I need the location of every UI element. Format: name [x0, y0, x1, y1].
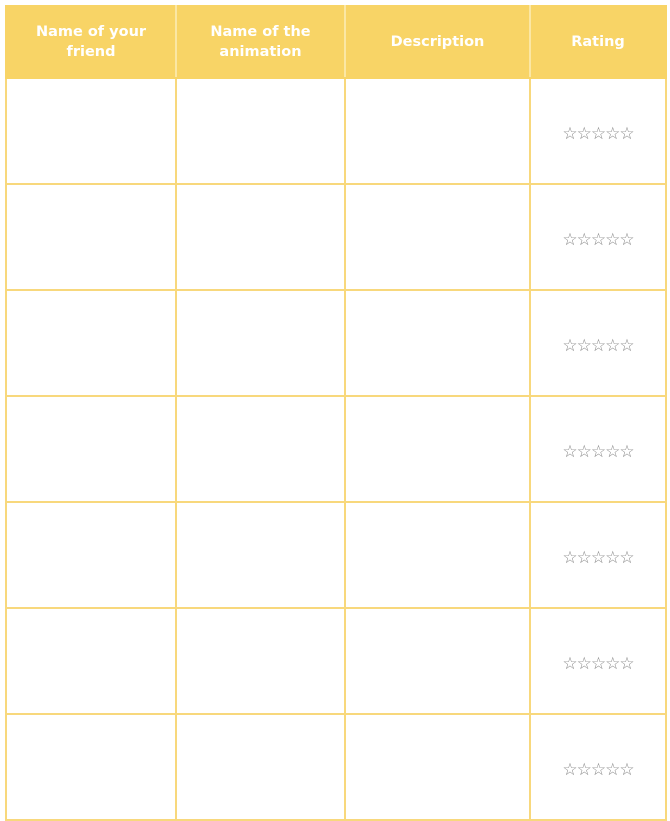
- header-description: Description: [344, 5, 531, 79]
- table-row: ☆☆☆☆☆: [5, 713, 667, 821]
- rating-cell[interactable]: ☆☆☆☆☆: [529, 607, 667, 715]
- description-cell[interactable]: [344, 607, 531, 715]
- animation-name-cell[interactable]: [175, 607, 346, 715]
- description-cell[interactable]: [344, 501, 531, 609]
- star-rating-icon[interactable]: ☆☆☆☆☆: [562, 654, 634, 674]
- animation-name-cell[interactable]: [175, 77, 346, 185]
- friend-name-cell[interactable]: [5, 183, 177, 291]
- animation-name-cell[interactable]: [175, 395, 346, 503]
- description-cell[interactable]: [344, 395, 531, 503]
- rating-cell[interactable]: ☆☆☆☆☆: [529, 289, 667, 397]
- rating-cell[interactable]: ☆☆☆☆☆: [529, 713, 667, 821]
- animation-rating-table: Name of your friend Name of the animatio…: [5, 5, 667, 821]
- friend-name-cell[interactable]: [5, 713, 177, 821]
- rating-cell[interactable]: ☆☆☆☆☆: [529, 501, 667, 609]
- animation-name-cell[interactable]: [175, 289, 346, 397]
- animation-name-cell[interactable]: [175, 501, 346, 609]
- description-cell[interactable]: [344, 77, 531, 185]
- animation-name-cell[interactable]: [175, 713, 346, 821]
- header-animation-name: Name of the animation: [175, 5, 346, 79]
- star-rating-icon[interactable]: ☆☆☆☆☆: [562, 230, 634, 250]
- friend-name-cell[interactable]: [5, 501, 177, 609]
- table-row: ☆☆☆☆☆: [5, 289, 667, 397]
- rating-cell[interactable]: ☆☆☆☆☆: [529, 183, 667, 291]
- friend-name-cell[interactable]: [5, 607, 177, 715]
- header-friend-name: Name of your friend: [5, 5, 177, 79]
- description-cell[interactable]: [344, 713, 531, 821]
- header-rating: Rating: [529, 5, 667, 79]
- friend-name-cell[interactable]: [5, 77, 177, 185]
- table-row: ☆☆☆☆☆: [5, 607, 667, 715]
- animation-name-cell[interactable]: [175, 183, 346, 291]
- rating-cell[interactable]: ☆☆☆☆☆: [529, 77, 667, 185]
- rating-worksheet: Name of your friend Name of the animatio…: [5, 5, 667, 821]
- friend-name-cell[interactable]: [5, 395, 177, 503]
- description-cell[interactable]: [344, 289, 531, 397]
- table-row: ☆☆☆☆☆: [5, 501, 667, 609]
- friend-name-cell[interactable]: [5, 289, 177, 397]
- rating-cell[interactable]: ☆☆☆☆☆: [529, 395, 667, 503]
- table-row: ☆☆☆☆☆: [5, 77, 667, 185]
- star-rating-icon[interactable]: ☆☆☆☆☆: [562, 124, 634, 144]
- star-rating-icon[interactable]: ☆☆☆☆☆: [562, 548, 634, 568]
- table-row: ☆☆☆☆☆: [5, 183, 667, 291]
- star-rating-icon[interactable]: ☆☆☆☆☆: [562, 336, 634, 356]
- header-row: Name of your friend Name of the animatio…: [5, 5, 667, 79]
- star-rating-icon[interactable]: ☆☆☆☆☆: [562, 442, 634, 462]
- star-rating-icon[interactable]: ☆☆☆☆☆: [562, 760, 634, 780]
- description-cell[interactable]: [344, 183, 531, 291]
- table-row: ☆☆☆☆☆: [5, 395, 667, 503]
